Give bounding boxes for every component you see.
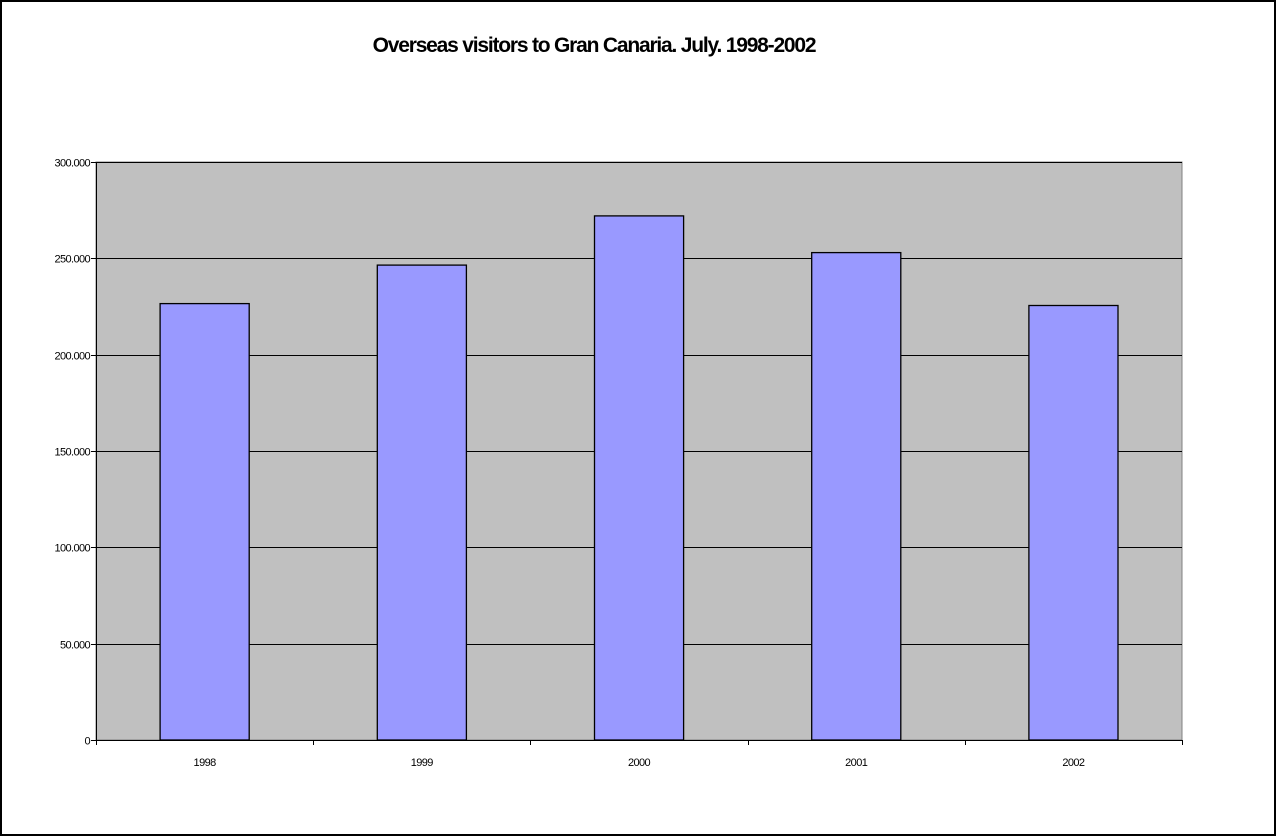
y-tick-label: 0 [84,736,90,748]
x-tick-labels: 1998 1999 2000 2001 2002 [194,757,1086,769]
x-tick-label-1999: 1999 [411,757,434,769]
y-tick-label: 250.000 [54,254,90,266]
y-tick-label: 150.000 [54,447,90,459]
bar-2001 [811,251,902,741]
bar-2000 [593,215,685,741]
bar-2002 [1028,304,1119,741]
x-tick-label-2000: 2000 [628,757,651,769]
chart-title: Overseas visitors to Gran Canaria. July.… [372,34,817,57]
bars [159,215,1119,741]
y-tick-label: 300.000 [54,158,90,170]
x-tick-label-2002: 2002 [1062,757,1085,769]
bar-1999 [376,264,468,741]
x-tick-label-2001: 2001 [845,757,868,769]
y-tick-label: 200.000 [54,351,90,363]
y-tick-labels: 0 50.000 100.000 150.000 200.000 250.000 300.0… [54,158,91,748]
y-tick-label: 50.000 [60,640,91,652]
axes [91,162,1183,745]
y-tick-label: 100.000 [54,543,90,555]
x-tick-label-1998: 1998 [194,757,217,769]
bar-1998 [159,302,250,741]
